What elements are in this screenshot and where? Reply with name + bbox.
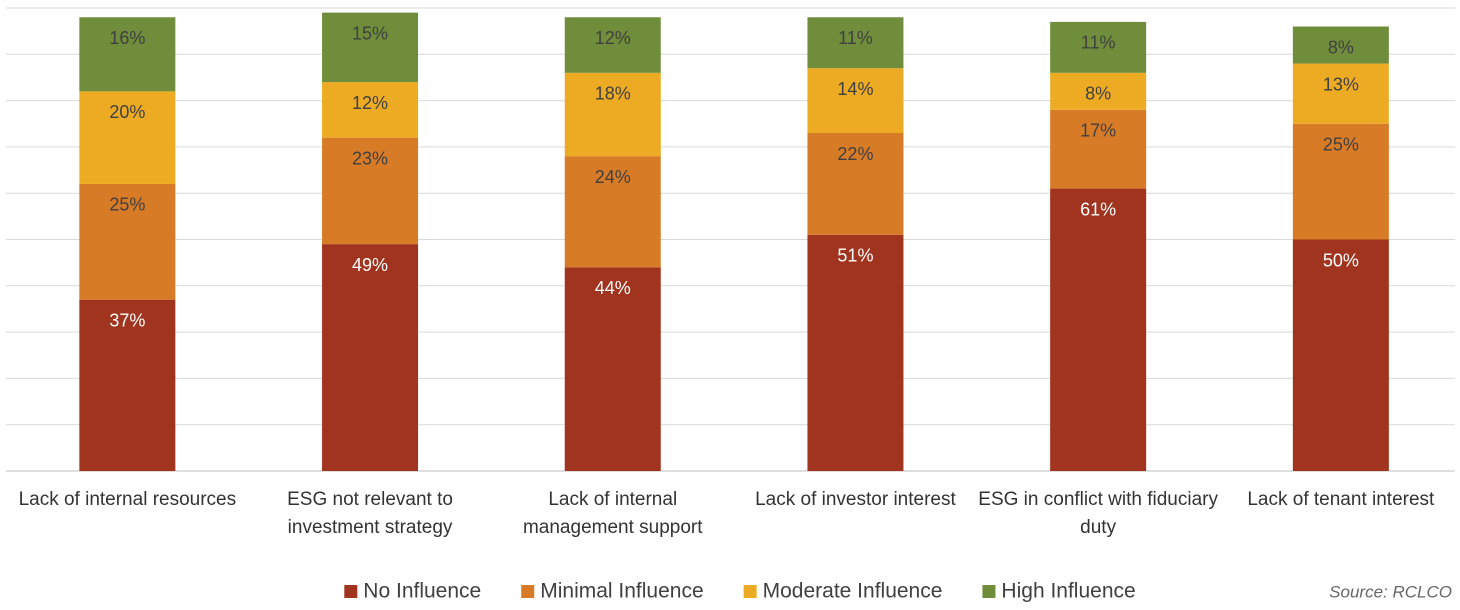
- bar-segment: [79, 91, 176, 184]
- x-tick-label: Lack of internal management support: [522, 489, 703, 538]
- bar-segment: [564, 17, 661, 73]
- bar-segment: [1292, 26, 1389, 64]
- legend: No Influence Minimal Influence Moderate In…: [344, 580, 1136, 603]
- x-tick-label: ESG not relevant to investment strategy: [287, 489, 453, 538]
- bar-segment: [1050, 109, 1147, 189]
- bar-segment: [79, 299, 176, 471]
- data-label: 51%: [837, 246, 873, 266]
- legend-swatch: [521, 585, 535, 598]
- bar-segment: [564, 156, 661, 268]
- bar-segment: [807, 17, 904, 69]
- data-label: 44%: [595, 278, 631, 298]
- legend-label: Minimal Influence: [540, 580, 703, 603]
- data-label: 12%: [352, 93, 388, 113]
- legend-label: No Influence: [363, 580, 481, 603]
- source-note: Source: RCLCO: [1329, 582, 1452, 601]
- bar-segment: [322, 82, 419, 138]
- legend-swatch: [743, 585, 757, 598]
- bar-segment: [1050, 72, 1147, 110]
- legend-label: Moderate Influence: [763, 580, 943, 603]
- bar-segment: [807, 234, 904, 471]
- bar-segment: [1292, 123, 1389, 240]
- legend-swatch: [982, 585, 996, 598]
- legend-label: High Influence: [1001, 580, 1135, 603]
- data-label: 50%: [1323, 250, 1359, 270]
- data-label: 11%: [1081, 33, 1116, 53]
- bar-segment: [1292, 63, 1389, 124]
- data-label: 25%: [1323, 135, 1359, 155]
- bar-segment: [1050, 21, 1147, 73]
- x-tick-label: Lack of investor interest: [755, 489, 956, 510]
- data-label: 12%: [595, 28, 631, 48]
- bar-segment: [807, 68, 904, 134]
- bar-segment: [79, 183, 176, 300]
- bar-segment: [564, 72, 661, 157]
- data-label: 49%: [352, 255, 388, 275]
- x-tick-label: ESG in conflict with fiduciary duty: [978, 489, 1218, 538]
- data-label: 22%: [837, 144, 873, 164]
- data-label: 8%: [1328, 37, 1354, 57]
- bar-segment: [322, 12, 419, 83]
- data-label: 37%: [109, 310, 145, 330]
- data-label: 23%: [352, 148, 388, 168]
- data-label: 16%: [109, 28, 145, 48]
- legend-swatch: [344, 585, 358, 598]
- data-label: 25%: [109, 195, 145, 215]
- bar-segment: [1050, 188, 1147, 471]
- grid: [6, 7, 1455, 472]
- data-label: 18%: [595, 84, 631, 104]
- x-tick-label: Lack of internal resources: [18, 489, 237, 510]
- data-label: 13%: [1323, 74, 1359, 94]
- data-label: 24%: [595, 167, 631, 187]
- bar-segment: [1292, 239, 1389, 471]
- data-label: 15%: [352, 23, 388, 43]
- data-label: 8%: [1085, 84, 1111, 104]
- data-label: 14%: [837, 79, 873, 99]
- bar-segment: [322, 137, 419, 245]
- bar-segment: [322, 244, 419, 471]
- x-tick-label: Lack of tenant interest: [1247, 489, 1435, 510]
- data-label: 20%: [109, 102, 145, 122]
- bar-segment: [807, 133, 904, 235]
- bar-segment: [79, 17, 176, 92]
- data-label: 17%: [1080, 121, 1116, 141]
- data-label: 61%: [1080, 199, 1116, 219]
- data-label: 11%: [838, 28, 873, 48]
- bar-segment: [564, 267, 661, 471]
